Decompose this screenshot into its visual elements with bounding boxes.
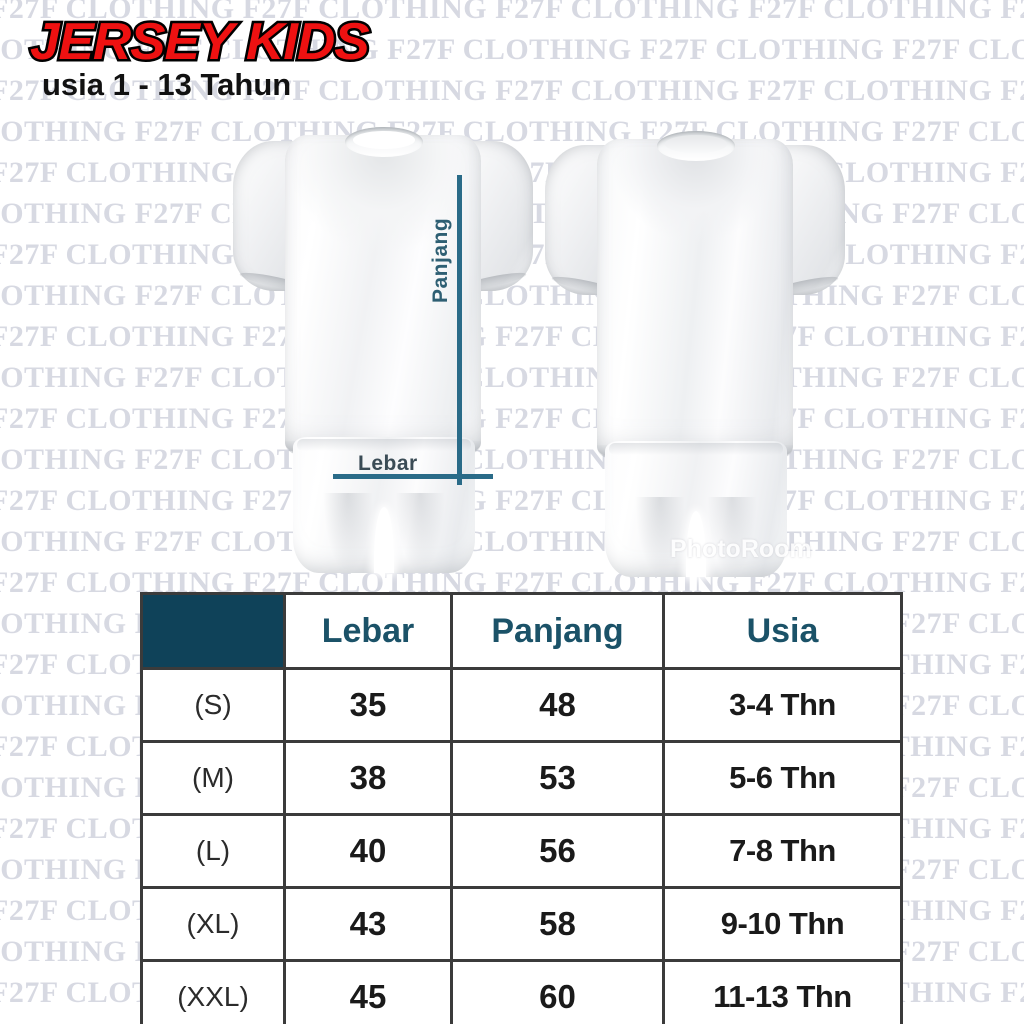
size-chart-table: Lebar Panjang Usia (S) 35 48 3-4 Thn (M)… [140, 592, 903, 1024]
back-tshirt-body [597, 139, 793, 457]
page-subtitle: usia 1 - 13 Tahun [42, 67, 292, 103]
cell-lebar: 43 [283, 886, 453, 962]
lebar-label: Lebar [358, 452, 418, 475]
back-shorts-shadow-right [707, 497, 757, 577]
back-jersey-illustration [545, 107, 845, 577]
shorts-waistband [297, 439, 471, 451]
cell-size: (S) [140, 667, 286, 743]
header-panjang: Panjang [450, 592, 665, 670]
cell-lebar: 40 [283, 813, 453, 889]
table-row: (L) 40 56 7-8 Thn [140, 813, 903, 889]
cell-panjang: 48 [450, 667, 665, 743]
cell-usia: 3-4 Thn [662, 667, 903, 743]
photoroom-watermark: PhotoRoom [670, 535, 812, 563]
cell-usia: 9-10 Thn [662, 886, 903, 962]
cell-size: (M) [140, 740, 286, 816]
shorts-shadow-left [323, 493, 373, 573]
lebar-measure-line [333, 474, 493, 479]
back-tshirt [545, 107, 845, 467]
header-lebar: Lebar [283, 592, 453, 670]
panjang-measure-line [457, 175, 462, 485]
back-shorts-inseam [686, 511, 706, 577]
back-shorts-shadow-left [635, 497, 685, 577]
back-shorts [605, 441, 787, 577]
table-body: (S) 35 48 3-4 Thn (M) 38 53 5-6 Thn (L) … [140, 667, 903, 1024]
panjang-label: Panjang [429, 217, 452, 303]
front-shorts [293, 437, 475, 573]
collar-opening [353, 131, 415, 149]
back-shorts-waistband [609, 443, 783, 455]
shorts-shadow-right [395, 493, 445, 573]
cell-panjang: 53 [450, 740, 665, 816]
size-table-container: Lebar Panjang Usia (S) 35 48 3-4 Thn (M)… [140, 592, 903, 1024]
front-jersey-illustration: Panjang Lebar [233, 103, 533, 573]
back-collar-opening [665, 135, 727, 153]
cell-size: (XL) [140, 886, 286, 962]
header-usia: Usia [662, 592, 903, 670]
shorts-inseam [374, 507, 394, 573]
cell-size: (XXL) [140, 959, 286, 1024]
cell-lebar: 38 [283, 740, 453, 816]
cell-lebar: 35 [283, 667, 453, 743]
front-tshirt [233, 103, 533, 463]
page-title: JERSEY KIDS [27, 13, 372, 71]
title-block: JERSEY KIDS usia 1 - 13 Tahun [27, 13, 372, 103]
tshirt-body [285, 135, 481, 453]
photo-inner: Panjang Lebar [215, 95, 855, 585]
cell-size: (L) [140, 813, 286, 889]
cell-usia: 7-8 Thn [662, 813, 903, 889]
cell-usia: 5-6 Thn [662, 740, 903, 816]
table-row: (S) 35 48 3-4 Thn [140, 667, 903, 743]
cell-panjang: 60 [450, 959, 665, 1024]
cell-panjang: 56 [450, 813, 665, 889]
table-head: Lebar Panjang Usia [140, 592, 903, 670]
table-row: (XXL) 45 60 11-13 Thn [140, 959, 903, 1024]
table-row: (XL) 43 58 9-10 Thn [140, 886, 903, 962]
table-header-row: Lebar Panjang Usia [140, 592, 903, 670]
header-corner-cell [140, 592, 286, 670]
cell-lebar: 45 [283, 959, 453, 1024]
product-photo: Panjang Lebar [0, 95, 1024, 585]
cell-usia: 11-13 Thn [662, 959, 903, 1024]
table-row: (M) 38 53 5-6 Thn [140, 740, 903, 816]
cell-panjang: 58 [450, 886, 665, 962]
